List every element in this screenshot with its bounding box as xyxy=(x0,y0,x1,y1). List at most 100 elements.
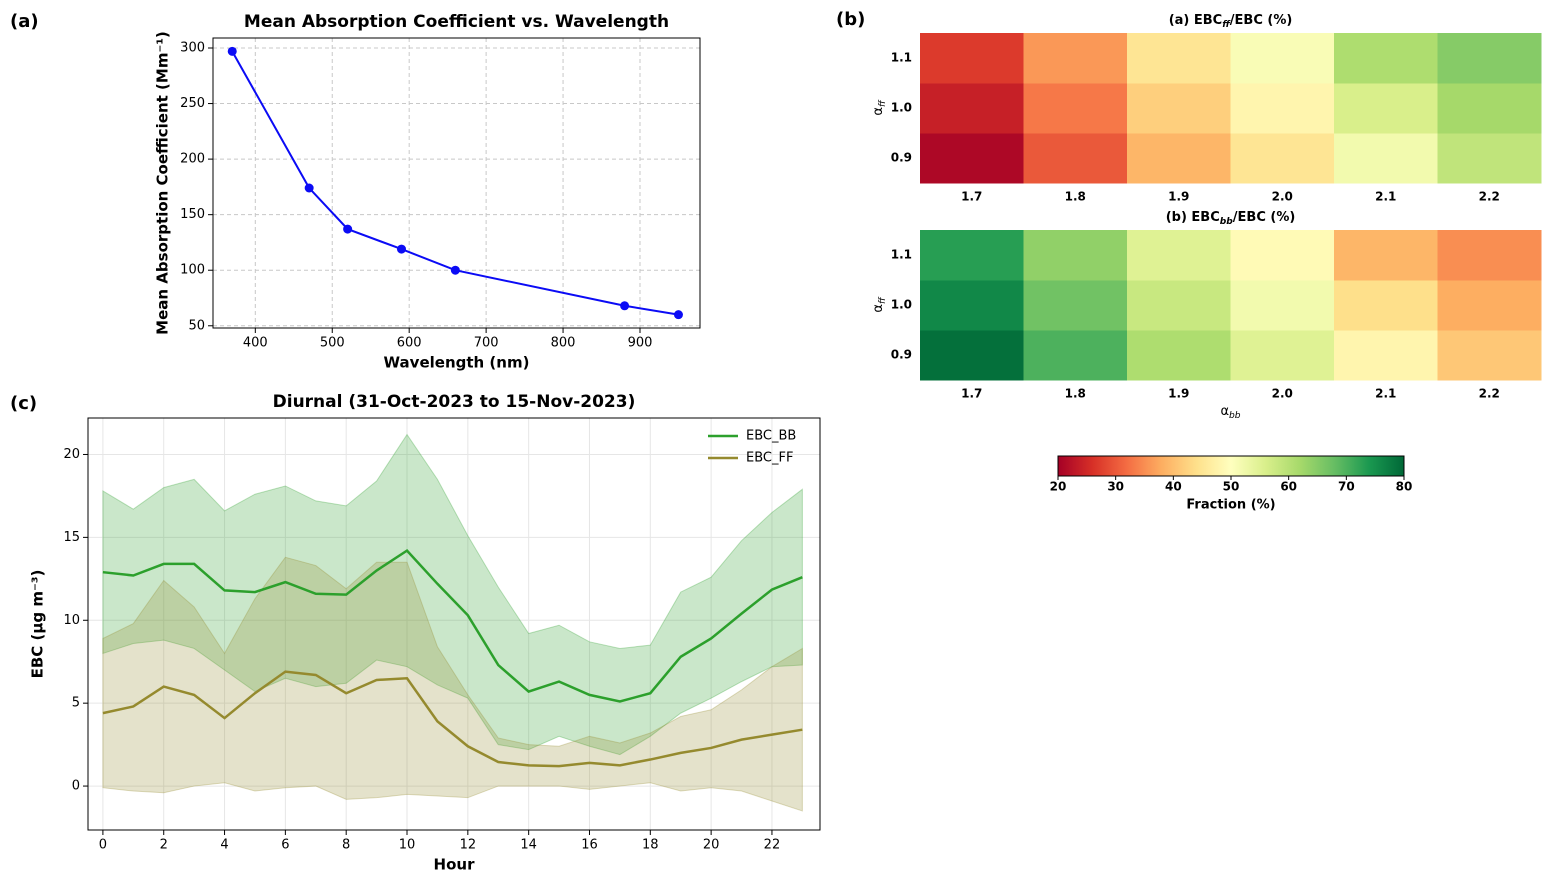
heat-cell xyxy=(1023,230,1128,281)
x-tick-label: 4 xyxy=(220,838,228,853)
chart-title: Mean Absorption Coefficient vs. Waveleng… xyxy=(244,12,669,32)
heat-cell xyxy=(920,133,1024,184)
y-tick-label: 1.0 xyxy=(891,101,912,115)
chart-title-part: bb xyxy=(1220,217,1234,227)
x-tick-label: 18 xyxy=(642,838,659,853)
legend-label: EBC_BB xyxy=(746,429,796,444)
y-axis-label: αff xyxy=(871,296,888,313)
heat-cell xyxy=(1230,280,1335,331)
x-tick-label: 22 xyxy=(764,838,781,853)
colorbar-tick-label: 40 xyxy=(1165,480,1182,494)
colorbar-tick-label: 20 xyxy=(1050,480,1067,494)
y-axis-label: EBC (μg m⁻³) xyxy=(29,570,47,679)
x-tick-label: 800 xyxy=(551,336,576,351)
y-tick-label: 20 xyxy=(63,447,80,462)
colorbar xyxy=(1057,455,1405,477)
x-tick-label: 1.9 xyxy=(1168,190,1189,204)
heat-cell xyxy=(1437,330,1542,381)
y-axis-label-part: ff xyxy=(878,99,888,107)
x-tick-label: 700 xyxy=(474,336,499,351)
heat-cell xyxy=(1230,33,1335,84)
y-tick-label: 250 xyxy=(180,96,205,111)
x-tick-label: 10 xyxy=(399,838,416,853)
chart-title: (a) EBCff/EBC (%) xyxy=(1169,13,1293,30)
x-tick-label: 600 xyxy=(397,336,422,351)
y-tick-label: 1.0 xyxy=(891,298,912,312)
heat-cell xyxy=(920,280,1024,331)
x-tick-label: 500 xyxy=(320,336,345,351)
x-axis-label-part: α xyxy=(1220,404,1229,419)
x-tick-label: 1.9 xyxy=(1168,387,1189,401)
heat-cell xyxy=(1334,280,1438,331)
x-axis-label: Hour xyxy=(434,856,476,874)
y-tick-label: 5 xyxy=(72,696,80,711)
heat-cell xyxy=(1437,133,1542,184)
y-tick-label: 200 xyxy=(180,152,205,167)
x-tick-label: 12 xyxy=(460,838,477,853)
colorbar-label: Fraction (%) xyxy=(1186,498,1275,513)
y-tick-label: 50 xyxy=(188,318,205,333)
band-area xyxy=(102,433,803,756)
heat-cell xyxy=(1127,280,1231,331)
y-tick-label: 100 xyxy=(180,263,205,278)
legend-label: EBC_FF xyxy=(746,451,793,466)
data-point xyxy=(396,244,406,254)
x-tick-label: 1.7 xyxy=(961,190,982,204)
heat-cell xyxy=(1230,330,1335,381)
heat-cell xyxy=(1334,230,1438,281)
heat-cell xyxy=(1127,230,1231,281)
y-tick-label: 1.1 xyxy=(891,51,912,65)
x-tick-label: 20 xyxy=(703,838,720,853)
x-tick-label: 2.0 xyxy=(1272,190,1293,204)
heat-cell xyxy=(1127,33,1231,84)
heat-cell xyxy=(1023,83,1128,134)
colorbar-tick-label: 50 xyxy=(1223,480,1240,494)
x-axis-label: αbb xyxy=(1220,404,1240,421)
y-tick-label: 150 xyxy=(180,207,205,222)
heat-cell xyxy=(1334,83,1438,134)
plot-frame xyxy=(87,417,821,831)
x-tick-label: 1.8 xyxy=(1065,387,1086,401)
heat-cell xyxy=(1023,280,1128,331)
y-tick-label: 1.1 xyxy=(891,248,912,262)
x-tick-label: 900 xyxy=(628,336,653,351)
heat-cell xyxy=(1437,280,1542,331)
data-point xyxy=(673,310,683,320)
panel-label: (c) xyxy=(10,393,37,414)
data-point xyxy=(304,183,314,193)
colorbar-tick-label: 70 xyxy=(1338,480,1355,494)
panel-label: (a) xyxy=(10,11,39,32)
x-tick-label: 2.0 xyxy=(1272,387,1293,401)
heat-cell xyxy=(1230,133,1335,184)
heat-cell xyxy=(1437,33,1542,84)
x-tick-label: 2.1 xyxy=(1375,387,1396,401)
heat-cell xyxy=(920,33,1024,84)
x-tick-label: 16 xyxy=(581,838,598,853)
x-tick-label: 14 xyxy=(520,838,537,853)
colorbar-tick-label: 80 xyxy=(1396,480,1413,494)
y-axis-label-part: α xyxy=(871,304,886,313)
heat-cell xyxy=(1023,33,1128,84)
heat-cell xyxy=(1334,33,1438,84)
data-line xyxy=(231,50,679,316)
heat-cell xyxy=(1437,230,1542,281)
heat-cell xyxy=(1023,330,1128,381)
data-point xyxy=(227,46,237,56)
x-tick-label: 2.2 xyxy=(1479,190,1500,204)
heat-cell xyxy=(1334,330,1438,381)
chart-title-part: /EBC (%) xyxy=(1233,210,1296,225)
data-point xyxy=(620,301,630,311)
x-tick-label: 2.1 xyxy=(1375,190,1396,204)
chart-title-part: (a) EBC xyxy=(1169,13,1223,28)
y-axis-label-part: α xyxy=(871,107,886,116)
data-line xyxy=(102,549,803,703)
data-point xyxy=(450,265,460,275)
heat-cell xyxy=(1334,133,1438,184)
heat-cell xyxy=(1023,133,1128,184)
y-tick-label: 10 xyxy=(63,613,80,628)
x-tick-label: 2 xyxy=(160,838,168,853)
colorbar-tick-label: 30 xyxy=(1107,480,1124,494)
plot-frame xyxy=(212,37,701,329)
heat-cell xyxy=(920,83,1024,134)
